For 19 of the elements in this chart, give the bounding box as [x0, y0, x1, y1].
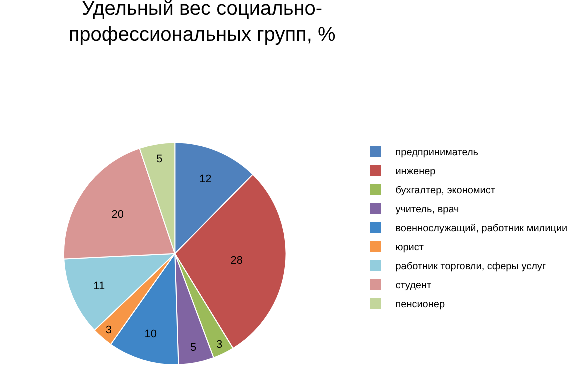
legend-label: студент: [396, 280, 432, 292]
data-label: 28: [230, 254, 244, 267]
data-label: 20: [112, 208, 124, 221]
legend-label: учитель, врач: [396, 204, 460, 216]
legend-label: военнослужащий, работник милиции: [396, 223, 568, 234]
data-label: 5: [156, 153, 163, 166]
legend-label: юрист: [396, 242, 424, 254]
data-label: 10: [144, 328, 158, 341]
legend-label: бухгалтер, экономист: [396, 185, 496, 196]
data-label: 12: [200, 173, 212, 186]
data-label: 3: [216, 338, 223, 351]
data-label: 3: [106, 324, 112, 337]
legend-label: работник торговли, сферы услуг: [396, 261, 546, 272]
data-label: 5: [190, 342, 197, 354]
legend-label: пенсионер: [396, 299, 446, 310]
legend-label: инженер: [396, 166, 436, 178]
chart-title: Удельный вес социально-профессиональных групп, %: [68, 0, 336, 46]
legend-label: предприниматель: [396, 147, 479, 158]
data-label: 11: [94, 280, 106, 292]
